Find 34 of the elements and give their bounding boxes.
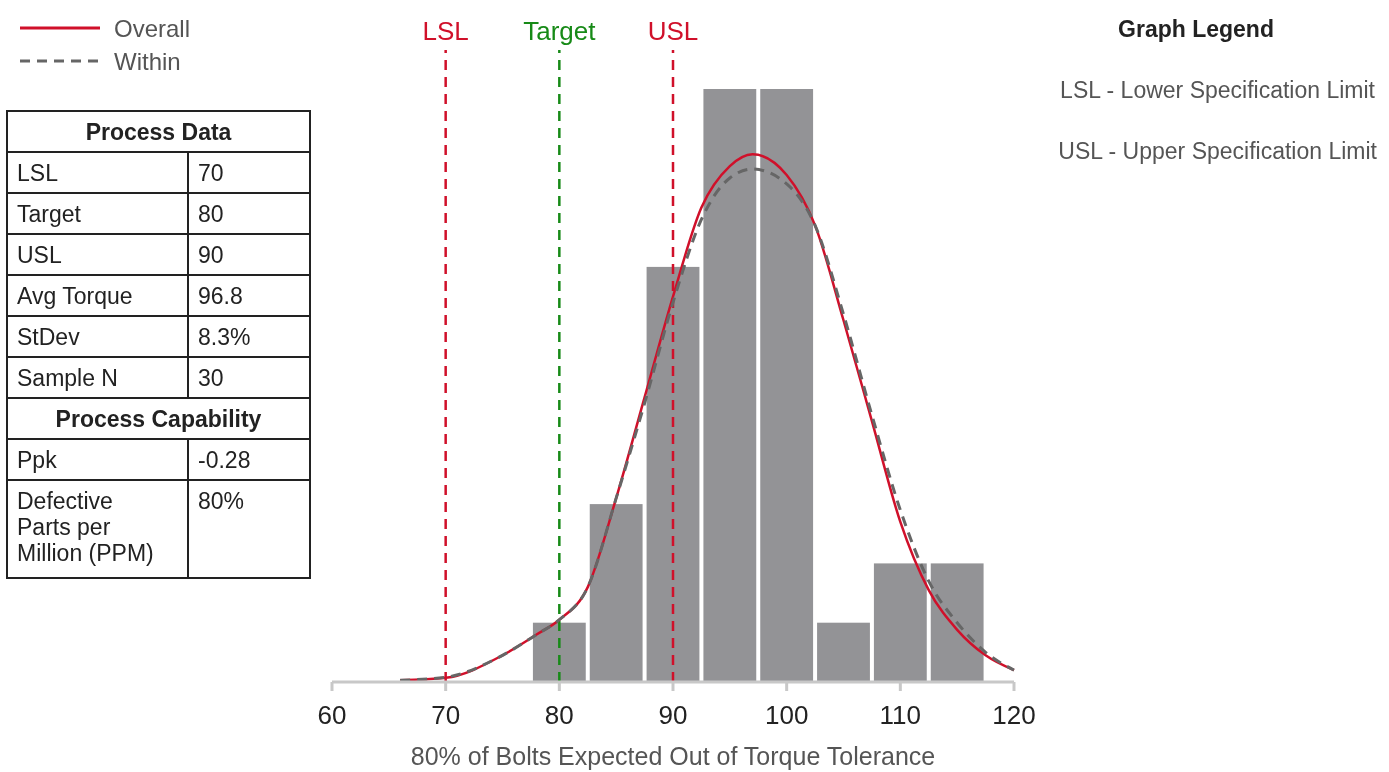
text: LSL - Lower Specification Limit [1060,77,1376,103]
text: Sample N [17,365,118,391]
x-axis-title: 80% of Bolts Expected Out of Torque Tolerance [410,742,936,770]
text: Target [17,201,82,227]
text: Graph Legend [1118,16,1274,42]
x-tick-label: 100 [764,700,809,730]
text: StDev [17,324,81,350]
text: Defective Parts per Million (PPM) [17,488,154,566]
text: Process Capability [55,406,262,432]
text: 30 [198,365,224,391]
legend-label: Within [114,48,181,75]
text: 90 [198,242,224,268]
text: 96.8 [198,283,243,309]
text: USL - Upper Specification Limit [1058,138,1378,164]
ref-line-label: LSL [422,16,469,46]
text: 80% [198,488,245,514]
text: Avg Torque [17,283,133,309]
x-tick-label: 70 [431,700,461,730]
text: LSL [17,160,59,186]
x-tick-label: 120 [992,700,1036,730]
text: Process Data [85,119,232,145]
text: -0.28 [198,447,251,473]
text: Ppk [17,447,58,473]
text: USL [17,242,62,268]
x-tick-label: 80 [544,700,574,730]
ref-line-label: Target [523,16,597,46]
x-tick-label: 90 [658,700,688,730]
x-tick-label: 110 [879,700,922,730]
legend-label: Overall [114,15,191,42]
text: 70 [198,160,224,186]
text: 8.3% [198,324,251,350]
text: 80 [198,201,224,227]
ref-line-label: USL [647,16,699,46]
x-tick-label: 60 [317,700,347,730]
